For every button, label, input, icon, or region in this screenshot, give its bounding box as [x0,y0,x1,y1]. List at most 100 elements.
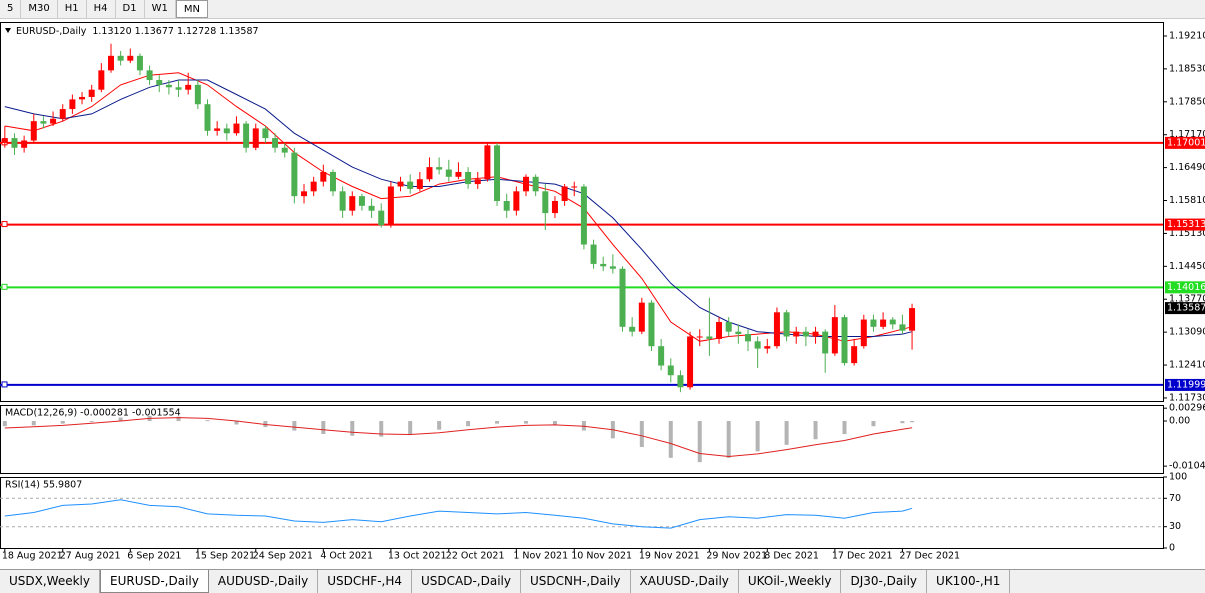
x-tick-label: 27 Dec 2021 [899,551,960,562]
macd-bar [495,421,500,424]
candle-body [243,123,250,148]
chart-tab[interactable]: USDCHF-,H4 [318,570,412,593]
candle-body [465,171,472,185]
timeframe-button[interactable]: MN [175,0,208,18]
candle-body [69,99,76,110]
macd-bar [437,421,442,430]
candle-body [146,70,153,81]
candle-body [407,181,414,189]
macd-bar [205,420,210,422]
macd-bar [234,421,239,425]
candle-body [889,319,896,325]
panel-frame [0,405,1164,474]
candle-body [571,186,578,188]
candle-body [339,191,346,211]
macd-bar [726,421,731,458]
y-tick-label: 70 [1169,493,1181,504]
candle-body [812,331,819,337]
candle-body [455,171,462,177]
level-label-box [1165,218,1205,231]
candle-body [426,167,433,180]
macd-bar [668,421,673,458]
candle-body [744,334,751,342]
candle-body [773,312,780,347]
candle-body [542,191,549,214]
level-label: 1.11999 [1167,379,1205,390]
chart-window: 1.19210 1.18530 1.17850 1.17170 1.16490 1.158… [0,22,1205,562]
level-label: 1.15313 [1167,219,1205,230]
candle-body [590,244,597,264]
candle-body [59,109,66,119]
timeframe-button[interactable]: M30 [21,0,58,18]
x-tick-label: 13 Oct 2021 [388,551,447,562]
level-handle [1,381,8,388]
timeframe-button[interactable]: H1 [58,0,87,18]
candle-body [368,205,375,211]
candle-body [880,319,887,327]
y-tick-label: 1.16490 [1169,162,1205,173]
chart-tabs: USDX,Weekly EURUSD-,Daily AUDUSD-,Daily USD… [0,569,1205,593]
y-tick-label: 0 [1169,543,1175,554]
current-price: 1.13587 [1167,303,1205,314]
candle-body [658,346,665,366]
symbol: EURUSD-,Daily [16,26,87,37]
macd-bar [842,421,847,435]
chart-tab[interactable]: UKOil-,Weekly [739,570,842,593]
candle-body [281,147,288,153]
candle-body [484,145,491,180]
macd-bar [697,421,702,463]
candle-body [21,140,28,148]
chart-tab[interactable]: AUDUSD-,Daily [209,570,319,593]
candle-body [600,263,607,267]
candle-body [165,84,172,88]
y-tick-label: 1.13770 [1169,294,1205,305]
candle-body [301,191,308,197]
x-tick-label: 17 Dec 2021 [832,551,893,562]
candle-body [523,176,530,192]
timeframe-button[interactable]: W1 [145,0,176,18]
rsi-line [4,499,913,529]
timeframe-toolbar: 5 M30 H1 H4 D1 W1 MN [0,0,1205,19]
candle-body [725,321,732,332]
candle-body [98,70,105,90]
x-tick-label: 10 Nov 2021 [571,551,632,562]
candle-body [629,326,636,332]
moving-average [4,79,913,337]
candle-body [716,321,723,339]
macd-bar [379,421,384,437]
candle-body [638,302,645,332]
chart-tab[interactable]: UK100-,H1 [927,570,1011,593]
timeframe-button[interactable]: 5 [0,0,22,18]
chart-tab[interactable]: EURUSD-,Daily [100,570,209,593]
y-tick-label: 1.14450 [1169,261,1205,272]
candle-body [117,55,124,61]
level-label-box [1165,281,1205,294]
x-tick-label: 1 Nov 2021 [513,551,568,562]
level-label: 1.14016 [1167,282,1205,293]
candle-body [899,324,906,331]
chart-tab[interactable]: USDX,Weekly [0,570,100,593]
candle-body [696,336,703,338]
candle-body [397,181,404,187]
x-tick-label: 8 Dec 2021 [764,551,819,562]
chart-tab[interactable]: USDCAD-,Daily [412,570,521,593]
candle-body [561,186,568,201]
timeframe-button[interactable]: H4 [87,0,116,18]
candle-body [252,128,259,148]
x-tick-label: 4 Oct 2021 [320,551,373,562]
candle-body [320,171,327,182]
candle-body [11,138,18,148]
candle-body [802,331,809,337]
macd-bar [176,416,181,422]
candle-body [156,80,163,85]
macd-bar [321,421,326,435]
macd-bar [900,421,905,424]
chart-tab[interactable]: USDCNH-,Daily [521,570,631,593]
macd-bar [552,421,557,426]
candle-body [436,167,443,170]
chart-tab[interactable]: DJ30-,Daily [841,570,928,593]
chart-tab[interactable]: XAUUSD-,Daily [631,570,739,593]
timeframe-button[interactable]: D1 [116,0,145,18]
candle-body [783,312,790,337]
